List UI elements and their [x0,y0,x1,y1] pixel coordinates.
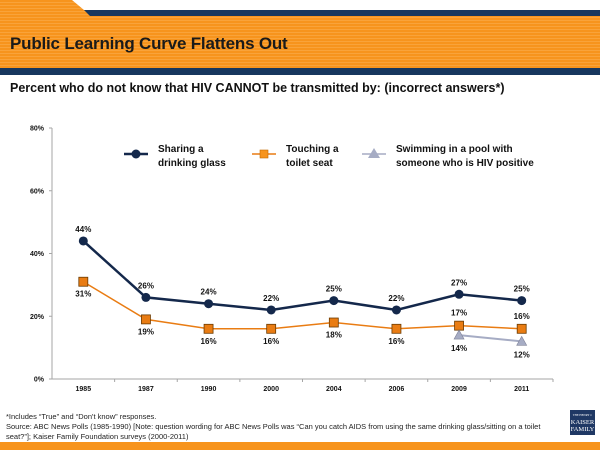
logo-kaiser-text: KAISER [570,419,595,426]
logo-top-text: THE HENRY J. [572,413,593,417]
data-point-circle [517,296,527,306]
data-label: 25% [514,285,530,294]
data-point-square [78,276,89,287]
y-tick-label: 80% [30,126,45,133]
data-point-circle [391,305,401,315]
legend-marker-square [259,149,269,159]
x-tick-label: 2006 [389,386,405,393]
data-point-square [328,317,339,328]
data-point-square [454,320,464,331]
data-point-triangle [453,329,465,340]
x-tick-label: 2009 [451,386,467,393]
data-label: 17% [451,309,467,318]
data-label: 22% [388,294,404,303]
legend-label: drinking glass [158,158,226,169]
legend-label: Swimming in a pool with [396,144,513,155]
legend-marker-triangle [368,148,380,158]
line-chart: 0% 20% 40% 60% 80% 1985 1987 1990 2000 2004 2006 20… [30,126,554,393]
y-tick-label: 20% [30,314,45,321]
data-point-square [391,323,402,334]
data-label: 26% [138,281,154,290]
data-point-circle [454,289,464,299]
slide-title: Public Learning Curve Flattens Out [10,34,288,53]
data-label: 16% [263,337,279,346]
data-point-circle [204,299,214,309]
data-label: 16% [388,337,404,346]
data-label: 24% [201,288,217,297]
data-label: 25% [326,285,342,294]
data-point-circle [266,305,276,315]
data-label: 19% [138,327,154,336]
legend-label: Sharing a [158,144,204,155]
y-tick-label: 40% [30,251,45,258]
data-point-square [141,314,151,325]
data-point-triangle [516,335,528,346]
series-line-2 [458,334,522,343]
data-point-circle [78,236,88,246]
data-label: 18% [326,331,342,340]
y-tick-label: 0% [34,377,45,384]
x-tick-label: 1985 [76,386,92,393]
header-banner [0,0,600,75]
kaiser-logo: THE HENRY J. KAISER FAMILY FOUNDATION [570,410,595,440]
logo-foundation-text: FOUNDATION [572,436,593,440]
data-point-circle [329,296,339,306]
data-label: 44% [75,225,91,234]
series-line-0 [82,240,522,312]
y-tick-label: 60% [30,188,45,195]
legend-marker-circle [131,149,141,159]
footnote: *Includes “True” and “Don't know” respon… [6,412,157,421]
x-tick-label: 1990 [201,386,217,393]
data-label: 12% [514,350,530,359]
data-point-square [203,323,214,334]
x-tick-label: 2011 [514,386,529,393]
data-point-square [266,323,277,334]
data-label: 16% [201,337,217,346]
data-label: 22% [263,294,279,303]
data-label: 14% [451,344,467,353]
header-navy-top-strip [84,10,600,16]
data-label: 16% [514,312,530,321]
legend-label: Touching a [286,144,339,155]
data-label: 27% [451,278,467,287]
legend-label: toilet seat [286,158,333,169]
chart-subtitle: Percent who do not know that HIV CANNOT … [10,81,505,95]
header-navy-bottom-strip [0,68,600,75]
legend-label: someone who is HIV positive [396,158,534,169]
data-label: 31% [75,290,91,299]
footer-orange-bar [0,442,600,450]
x-tick-label: 2000 [263,386,279,393]
header-orange-band [0,0,600,68]
source-note: Source: ABC News Polls (1985-1990) [Note… [6,422,541,441]
data-point-circle [141,292,151,302]
series-line-1 [82,281,522,330]
data-point-square [516,323,527,334]
x-tick-label: 2004 [326,386,342,393]
x-tick-label: 1987 [138,386,154,393]
logo-family-text: FAMILY [570,426,595,433]
